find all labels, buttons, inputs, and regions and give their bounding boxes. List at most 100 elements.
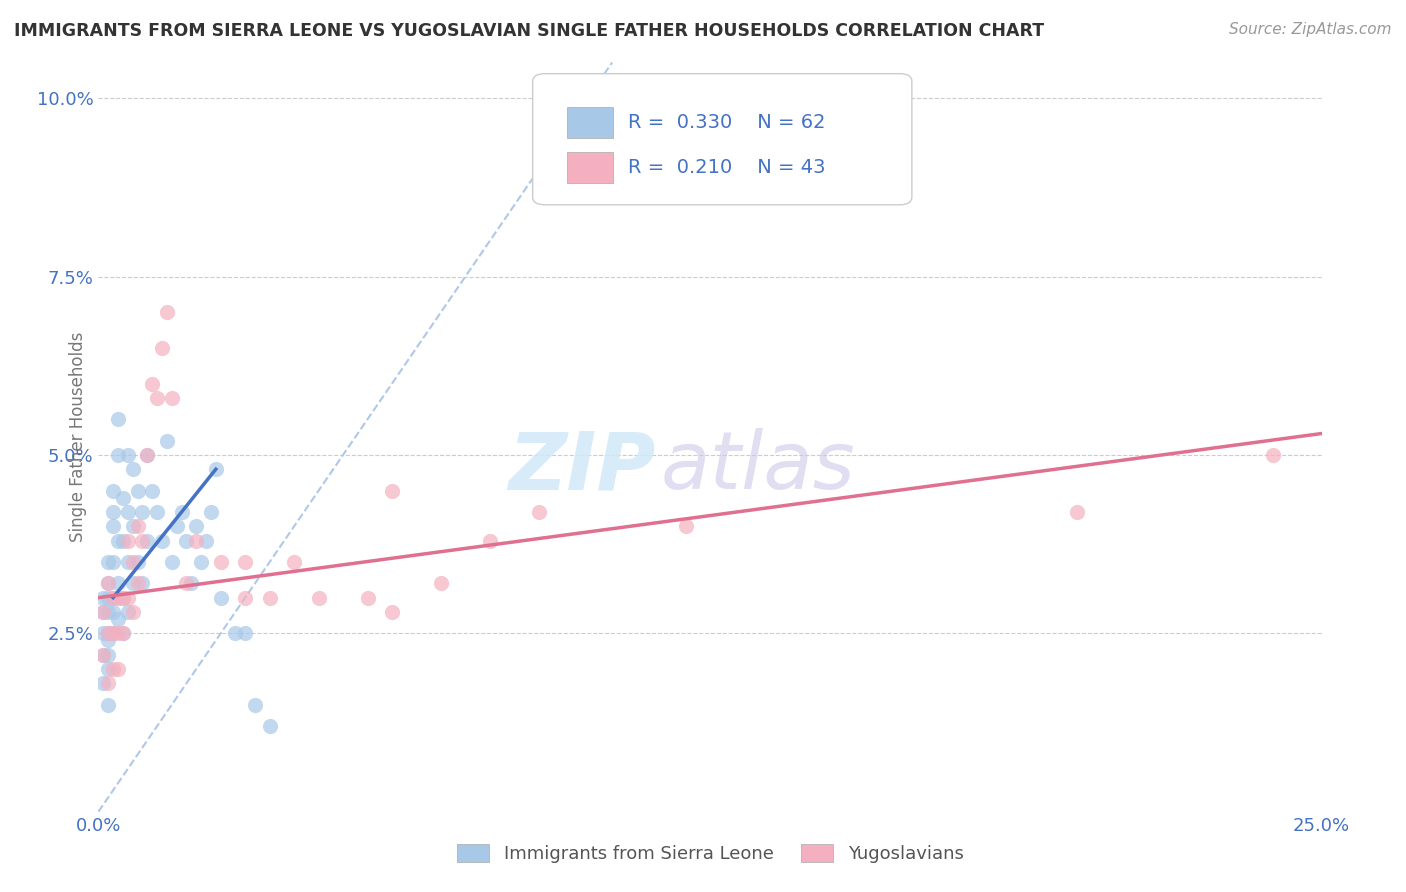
Point (97, 648, 120, 662)
Point (527, 505, 550, 519)
Point (121, 462, 143, 476)
Point (101, 505, 124, 519)
Point (121, 555, 143, 569)
Point (91, 605, 114, 619)
Point (107, 662, 129, 676)
Point (176, 533, 198, 548)
Point (101, 591, 124, 605)
Point (131, 533, 153, 548)
Point (91, 626, 114, 640)
Point (117, 448, 139, 462)
Point (150, 341, 173, 355)
Point (131, 505, 153, 519)
Point (180, 576, 202, 591)
Point (150, 533, 173, 548)
Point (127, 483, 149, 498)
Point (97, 698, 120, 712)
Point (233, 626, 256, 640)
Point (170, 505, 193, 519)
Point (190, 555, 212, 569)
Point (141, 376, 163, 391)
Legend: Immigrants from Sierra Leone, Yugoslavians: Immigrants from Sierra Leone, Yugoslavia… (450, 837, 970, 870)
Point (209, 591, 232, 605)
Point (381, 483, 404, 498)
Point (233, 591, 256, 605)
Point (107, 533, 129, 548)
Point (91, 676, 114, 690)
Point (200, 505, 222, 519)
Point (243, 698, 266, 712)
Point (259, 719, 281, 733)
Point (101, 591, 124, 605)
Point (160, 555, 183, 569)
Point (121, 519, 143, 533)
Point (107, 612, 129, 626)
Point (205, 462, 228, 476)
Point (127, 555, 149, 569)
Point (101, 626, 124, 640)
Point (283, 555, 305, 569)
Point (136, 533, 159, 548)
Point (111, 533, 134, 548)
Point (186, 519, 208, 533)
Point (195, 533, 218, 548)
Point (97, 626, 120, 640)
Point (121, 576, 143, 591)
Point (97, 555, 120, 569)
Bar (567, 152, 613, 183)
Text: R =  0.330    N = 62: R = 0.330 N = 62 (628, 113, 825, 132)
Point (107, 591, 129, 605)
Point (117, 555, 139, 569)
Point (1066, 505, 1088, 519)
Point (308, 591, 330, 605)
Point (478, 533, 501, 548)
Y-axis label: Single Father Households: Single Father Households (69, 332, 87, 542)
Point (675, 519, 697, 533)
Point (97, 633, 120, 648)
Point (121, 605, 143, 619)
Point (107, 626, 129, 640)
Point (97, 676, 120, 690)
Point (97, 576, 120, 591)
Point (127, 519, 149, 533)
Point (97, 626, 120, 640)
Point (381, 605, 404, 619)
Point (176, 576, 198, 591)
Point (209, 555, 232, 569)
Text: ZIP: ZIP (508, 428, 655, 506)
Point (136, 448, 159, 462)
Point (101, 519, 124, 533)
Point (166, 519, 188, 533)
Point (111, 626, 134, 640)
Point (117, 505, 139, 519)
Point (259, 591, 281, 605)
Point (91, 648, 114, 662)
Point (101, 626, 124, 640)
Point (156, 434, 179, 448)
Point (430, 576, 453, 591)
Point (117, 533, 139, 548)
Point (233, 555, 256, 569)
Point (146, 505, 169, 519)
Point (131, 576, 153, 591)
FancyBboxPatch shape (533, 74, 912, 205)
Point (91, 648, 114, 662)
Point (107, 448, 129, 462)
Point (224, 626, 246, 640)
Text: Source: ZipAtlas.com: Source: ZipAtlas.com (1229, 22, 1392, 37)
Point (156, 305, 179, 319)
Point (101, 662, 124, 676)
Point (186, 533, 208, 548)
Point (356, 591, 378, 605)
Point (97, 605, 120, 619)
Point (91, 591, 114, 605)
Point (1261, 448, 1284, 462)
Point (146, 391, 169, 405)
Point (111, 626, 134, 640)
Text: IMMIGRANTS FROM SIERRA LEONE VS YUGOSLAVIAN SINGLE FATHER HOUSEHOLDS CORRELATION: IMMIGRANTS FROM SIERRA LEONE VS YUGOSLAV… (14, 22, 1045, 40)
Point (97, 662, 120, 676)
Point (111, 491, 134, 505)
Bar (567, 107, 613, 138)
Point (111, 591, 134, 605)
Point (101, 483, 124, 498)
